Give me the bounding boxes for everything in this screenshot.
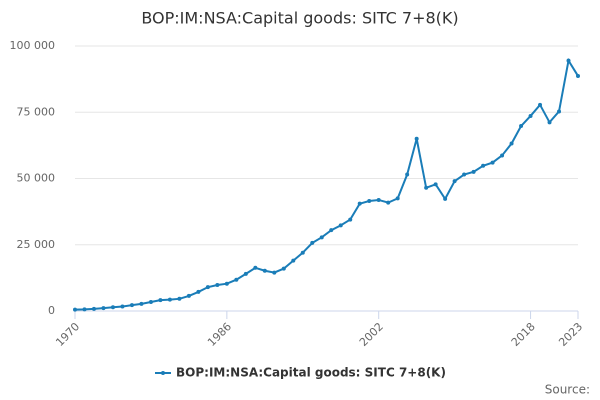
y-tick-label: 100 000 xyxy=(10,39,56,52)
point xyxy=(443,196,448,201)
point xyxy=(395,196,400,201)
point xyxy=(129,303,134,308)
x-tick-label: 1986 xyxy=(205,320,234,349)
point xyxy=(386,200,391,205)
point xyxy=(576,73,580,78)
point xyxy=(376,197,381,202)
chart-title: BOP:IM:NSA:Capital goods: SITC 7+8(K) xyxy=(141,9,458,28)
point xyxy=(224,281,229,286)
point xyxy=(414,136,419,141)
point xyxy=(272,270,277,275)
series-line xyxy=(74,57,579,311)
point xyxy=(490,160,495,165)
point xyxy=(215,283,220,288)
point xyxy=(547,120,552,125)
point xyxy=(91,306,96,311)
y-tick-label: 25 000 xyxy=(17,238,56,251)
point xyxy=(186,293,191,298)
point xyxy=(319,235,324,240)
point xyxy=(433,182,438,187)
point xyxy=(519,124,524,129)
point xyxy=(557,109,562,114)
point xyxy=(528,113,533,118)
point xyxy=(167,297,172,302)
point xyxy=(452,179,457,184)
point xyxy=(291,258,296,263)
x-tick-label: 2002 xyxy=(357,320,386,349)
point xyxy=(253,265,258,270)
legend-label: BOP:IM:NSA:Capital goods: SITC 7+8(K) xyxy=(176,366,446,380)
point xyxy=(243,271,248,276)
x-tick-label: 1970 xyxy=(53,320,82,349)
point xyxy=(120,304,125,309)
point xyxy=(234,277,239,282)
point xyxy=(82,307,87,312)
point xyxy=(101,306,106,311)
point xyxy=(338,223,343,228)
point xyxy=(367,199,372,204)
x-tick-label: 2023 xyxy=(556,320,585,349)
point xyxy=(281,266,286,271)
point xyxy=(310,240,315,245)
point xyxy=(500,153,505,158)
y-tick-label: 50 000 xyxy=(17,172,56,185)
point xyxy=(262,268,267,273)
x-tick-label: 2018 xyxy=(509,320,538,349)
point xyxy=(462,172,467,177)
point xyxy=(177,296,182,301)
legend-marker xyxy=(161,371,165,375)
point xyxy=(538,102,543,107)
y-tick-label: 0 xyxy=(48,304,55,317)
point xyxy=(73,307,77,312)
point xyxy=(196,289,201,294)
point xyxy=(424,185,429,190)
point xyxy=(139,301,144,306)
point xyxy=(471,169,476,174)
y-tick-label: 75 000 xyxy=(17,105,56,118)
point xyxy=(329,228,334,233)
point xyxy=(357,201,362,206)
point xyxy=(110,305,115,310)
point xyxy=(148,299,153,304)
point xyxy=(509,141,514,146)
point xyxy=(205,285,210,290)
point xyxy=(566,58,571,63)
point xyxy=(481,163,486,168)
point xyxy=(300,250,305,255)
source: Source: xyxy=(545,383,590,397)
point xyxy=(405,172,410,177)
point xyxy=(348,217,353,222)
point xyxy=(158,298,163,303)
